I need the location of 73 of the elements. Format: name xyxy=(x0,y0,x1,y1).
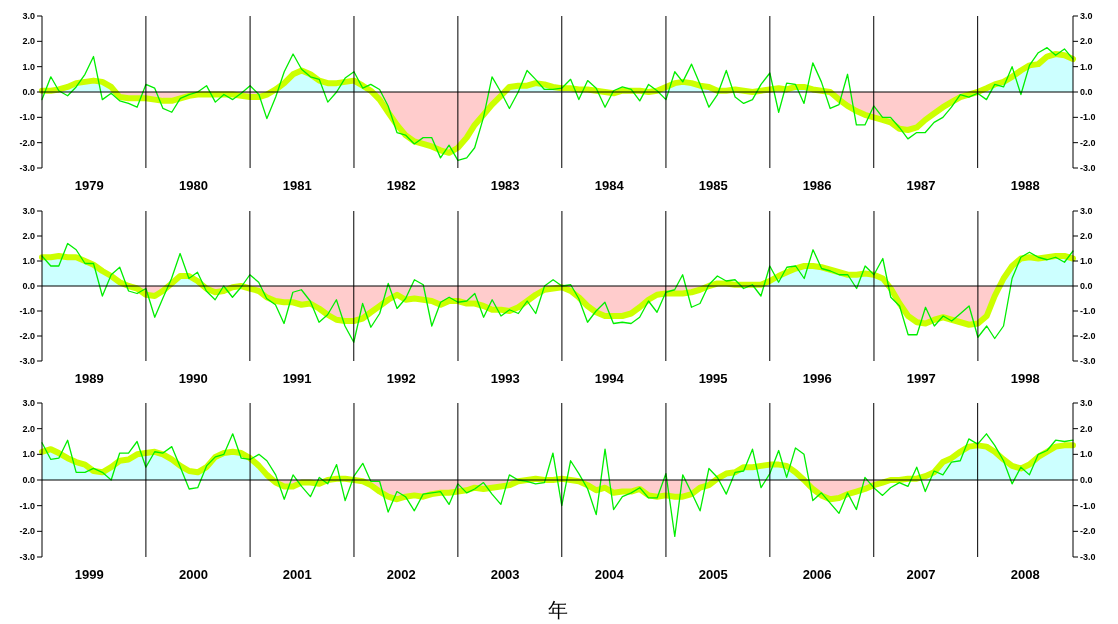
x-tick-label: 2008 xyxy=(1010,567,1040,582)
y2-tick-label: 0.0 xyxy=(1080,281,1093,291)
x-tick-label: 1984 xyxy=(594,178,625,193)
y2-tick-label: 1.0 xyxy=(1080,449,1093,460)
y2-tick-label: -3.0 xyxy=(1080,356,1096,366)
x-tick-label: 2003 xyxy=(490,567,520,582)
x-tick-label: 1986 xyxy=(802,178,832,193)
y2-tick-label: -1.0 xyxy=(1080,306,1096,316)
x-tick-label: 2004 xyxy=(594,567,625,582)
y2-tick-label: -1.0 xyxy=(1080,500,1096,511)
y-tick-label: -1.0 xyxy=(19,112,35,123)
y-tick-label: 2.0 xyxy=(22,423,35,434)
y2-tick-label: -3.0 xyxy=(1080,163,1096,173)
x-tick-label: 1983 xyxy=(490,178,520,193)
y-tick-label: 2.0 xyxy=(22,36,35,47)
y2-tick-label: 2.0 xyxy=(1080,423,1093,434)
y2-tick-label: 2.0 xyxy=(1080,231,1093,241)
x-tick-label: 1999 xyxy=(74,567,104,582)
y-tick-label: 0.0 xyxy=(22,475,35,485)
y2-tick-label: 3.0 xyxy=(1080,11,1093,21)
x-tick-label: 1996 xyxy=(802,371,832,386)
y-tick-label: 1.0 xyxy=(22,449,35,460)
x-tick-label: 1994 xyxy=(594,371,625,386)
y2-tick-label: -2.0 xyxy=(1080,526,1096,537)
x-tick-label: 2006 xyxy=(802,567,832,582)
x-tick-label: 1991 xyxy=(282,371,312,386)
x-tick-label: 1980 xyxy=(178,178,208,193)
y-tick-label: -3.0 xyxy=(19,356,35,366)
y-tick-label: 3.0 xyxy=(22,398,35,408)
y-tick-label: 0.0 xyxy=(22,87,35,97)
x-tick-label: 1988 xyxy=(1010,178,1040,193)
y-tick-label: -2.0 xyxy=(19,137,35,148)
x-tick-label: 1989 xyxy=(74,371,104,386)
y-tick-label: -1.0 xyxy=(19,500,35,511)
y-tick-label: -1.0 xyxy=(19,306,35,316)
y2-tick-label: 0.0 xyxy=(1080,475,1093,485)
y2-tick-label: -2.0 xyxy=(1080,331,1096,341)
y2-tick-label: -2.0 xyxy=(1080,137,1096,148)
x-tick-label: 2007 xyxy=(906,567,936,582)
y-tick-label: -3.0 xyxy=(19,163,35,173)
y-tick-label: 2.0 xyxy=(22,231,35,241)
y-tick-label: 3.0 xyxy=(22,206,35,216)
x-tick-label: 1995 xyxy=(698,371,728,386)
y-tick-label: -2.0 xyxy=(19,526,35,537)
x-tick-label: 1990 xyxy=(178,371,208,386)
y2-tick-label: -1.0 xyxy=(1080,112,1096,123)
y2-tick-label: 0.0 xyxy=(1080,87,1093,97)
x-tick-label: 1993 xyxy=(490,371,520,386)
y-tick-label: 0.0 xyxy=(22,281,35,291)
y-tick-label: 3.0 xyxy=(22,11,35,21)
x-tick-label: 1982 xyxy=(386,178,416,193)
y-tick-label: -2.0 xyxy=(19,331,35,341)
x-tick-label: 1997 xyxy=(906,371,936,386)
x-tick-label: 1987 xyxy=(906,178,936,193)
x-axis-title: 年 xyxy=(547,599,568,621)
y-tick-label: -3.0 xyxy=(19,552,35,562)
x-tick-label: 1981 xyxy=(282,178,312,193)
y-tick-label: 1.0 xyxy=(22,256,35,266)
x-tick-label: 2001 xyxy=(282,567,312,582)
y2-tick-label: 1.0 xyxy=(1080,61,1093,72)
y2-tick-label: -3.0 xyxy=(1080,552,1096,562)
y2-tick-label: 2.0 xyxy=(1080,36,1093,47)
y2-tick-label: 3.0 xyxy=(1080,398,1093,408)
y2-tick-label: 1.0 xyxy=(1080,256,1093,266)
x-tick-label: 2000 xyxy=(178,567,208,582)
x-tick-label: 2005 xyxy=(698,567,728,582)
x-tick-label: 1985 xyxy=(698,178,728,193)
x-tick-label: 1979 xyxy=(74,178,104,193)
y2-tick-label: 3.0 xyxy=(1080,206,1093,216)
y-tick-label: 1.0 xyxy=(22,61,35,72)
x-tick-label: 2002 xyxy=(386,567,416,582)
x-tick-label: 1998 xyxy=(1010,371,1040,386)
x-tick-label: 1992 xyxy=(386,371,416,386)
